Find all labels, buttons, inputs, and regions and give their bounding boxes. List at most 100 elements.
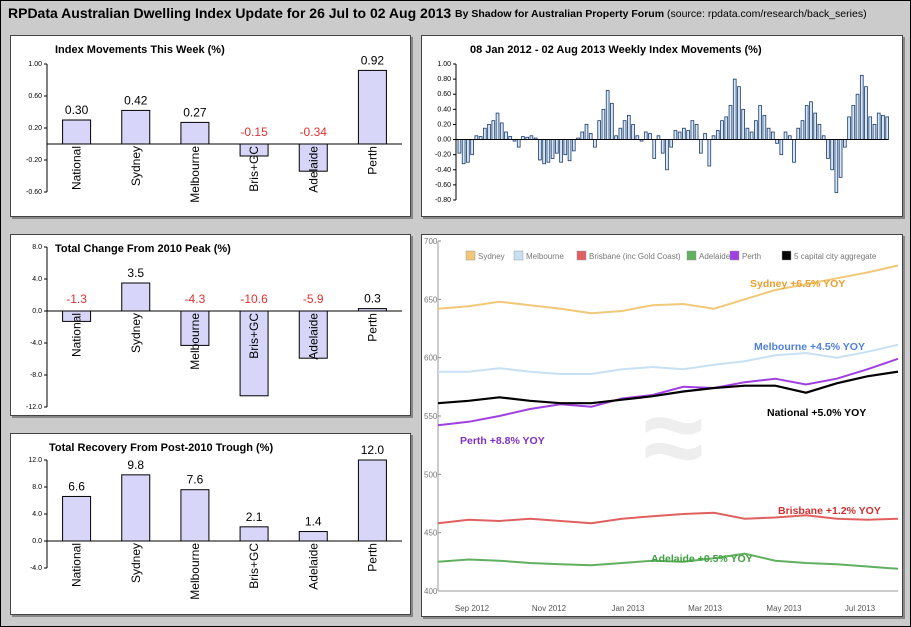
weekly-bar xyxy=(631,124,635,140)
weekly-bar xyxy=(529,135,534,140)
weekly-bar xyxy=(703,133,707,140)
weekly-bar xyxy=(690,120,695,140)
y-tick-label: 500 xyxy=(424,470,438,479)
weekly-bar xyxy=(826,139,830,159)
weekly-bar xyxy=(830,139,834,171)
value-label: 0.42 xyxy=(124,93,148,107)
weekly-bar xyxy=(694,124,699,140)
weekly-bar xyxy=(648,133,652,140)
bar xyxy=(121,109,151,145)
weekly-bar xyxy=(758,105,762,140)
y-tick-label: 4.0 xyxy=(32,511,42,518)
category-label: Sydney xyxy=(129,543,143,583)
weekly-bar xyxy=(652,139,657,159)
value-label: -1.3 xyxy=(66,292,87,306)
category-label: Adelaide xyxy=(306,146,320,193)
weekly-bar xyxy=(601,108,606,140)
value-label: 0.3 xyxy=(364,292,381,306)
weekly-bar xyxy=(847,116,851,140)
weekly-bar xyxy=(461,139,466,165)
y-tick-label: 650 xyxy=(424,295,438,304)
weekly-bar xyxy=(580,131,585,140)
weekly-bar xyxy=(665,139,669,171)
weekly-bar xyxy=(643,131,648,140)
weekly-bar xyxy=(851,105,856,140)
peak-change-panel: Total Change From 2010 Peak (%) 8.0 4.0 0.… xyxy=(10,234,411,416)
y-tick-label: 0.0 xyxy=(32,308,42,315)
legend-swatch xyxy=(576,250,587,261)
weekly-bar xyxy=(682,127,686,140)
weekly-bar xyxy=(821,135,826,140)
weekly-bar xyxy=(796,127,801,140)
peak-change-chart: 8.0 4.0 0.0 -4.0 -8.0 -12.0 -1.3 National 3.5 Syd… xyxy=(26,244,402,411)
value-label: 7.6 xyxy=(187,473,204,487)
weekly-bar xyxy=(787,135,792,140)
x-tick-label: Nov 2012 xyxy=(532,604,567,613)
y-tick-label: 0.00 xyxy=(437,137,451,144)
weekly-bar xyxy=(885,116,890,140)
legend-swatch xyxy=(729,250,740,261)
weekly-bar xyxy=(745,127,750,140)
y-tick-label: -0.20 xyxy=(26,157,42,164)
y-tick-label: 450 xyxy=(424,529,438,538)
weekly-bar xyxy=(728,105,733,140)
weekly-bar xyxy=(775,139,779,144)
weekly-bar xyxy=(843,139,847,148)
weekly-bar xyxy=(699,139,703,154)
weekly-bar xyxy=(720,120,724,140)
y-tick-label: 600 xyxy=(424,354,438,363)
weekly-bar xyxy=(749,131,754,140)
x-tick-label: Mar 2013 xyxy=(688,604,722,613)
page-title: RPData Australian Dwelling Index Update … xyxy=(8,5,452,21)
y-tick-label: 0.80 xyxy=(437,76,451,83)
legend-swatch xyxy=(781,250,792,261)
byline-author: By Shadow for Australian Property Forum xyxy=(455,8,665,20)
legend-swatch xyxy=(513,250,524,261)
category-label: Bris+GC xyxy=(247,543,261,589)
weekly-bar xyxy=(804,105,809,140)
y-tick-label: 12.0 xyxy=(28,457,42,464)
y-tick-label: 1.00 xyxy=(28,61,42,68)
category-label: Perth xyxy=(365,313,379,342)
legend-label: 5 capital city aggregate xyxy=(794,252,877,261)
bar xyxy=(121,474,151,542)
bar xyxy=(62,310,92,322)
value-label: 6.6 xyxy=(68,479,85,493)
y-tick-label: -0.20 xyxy=(435,152,451,159)
category-label: Perth xyxy=(365,146,379,175)
weekly-bar xyxy=(838,139,843,178)
value-label: 0.27 xyxy=(183,105,207,119)
weekly-movement-title: Index Movements This Week (%) xyxy=(55,44,225,56)
bar xyxy=(239,310,269,397)
weekly-bar xyxy=(737,86,741,140)
value-label: -10.6 xyxy=(240,292,268,306)
bar xyxy=(180,121,210,145)
trough-recovery-panel: Total Recovery From Post-2010 Trough (%)… xyxy=(10,433,411,615)
weekly-bar xyxy=(499,122,504,140)
legend-label: Melbourne xyxy=(526,252,564,261)
y-tick-label: 550 xyxy=(424,412,438,421)
value-label: 1.4 xyxy=(305,515,322,529)
weekly-bar xyxy=(538,139,542,161)
weekly-bar xyxy=(584,124,589,140)
weekly-bar xyxy=(881,114,885,140)
plot-background xyxy=(422,235,902,616)
bar xyxy=(239,526,269,542)
bar xyxy=(62,119,92,145)
weekly-bar xyxy=(868,116,873,140)
y-tick-label: -0.60 xyxy=(26,189,42,196)
y-tick-label: 8.0 xyxy=(32,484,42,491)
trough-recovery-title: Total Recovery From Post-2010 Trough (%) xyxy=(49,442,274,454)
y-tick-label: -4.0 xyxy=(30,340,42,347)
x-tick-label: Sep 2012 xyxy=(455,604,490,613)
weekly-bar xyxy=(762,114,767,140)
index-trend-panel: ≈700 650 600 550 500 450 400 Sep 2012 Nov 2012 Ja… xyxy=(421,234,903,617)
bar xyxy=(298,531,328,542)
weekly-bar xyxy=(470,139,474,156)
weekly-bar xyxy=(673,130,678,140)
bar xyxy=(62,495,92,542)
y-tick-label: 0.20 xyxy=(28,125,42,132)
weekly-movement-chart: 1.00 0.60 0.20 -0.20 -0.60 0.30 National 0.42 Sy… xyxy=(26,53,402,203)
y-tick-label: 400 xyxy=(424,587,438,596)
weekly-bar xyxy=(864,86,868,140)
